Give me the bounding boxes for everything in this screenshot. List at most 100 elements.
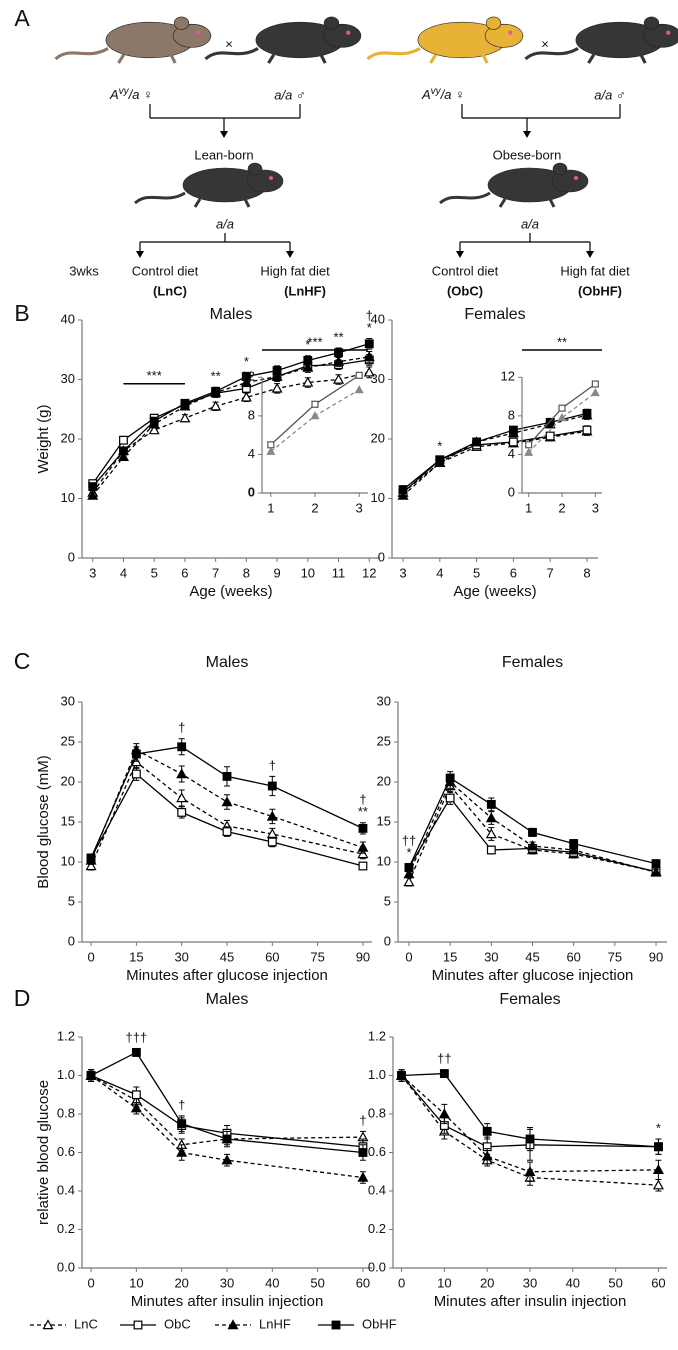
mouse-icon xyxy=(204,16,362,64)
marker xyxy=(85,860,97,871)
series-line xyxy=(90,749,364,861)
mouse-legs xyxy=(193,198,251,208)
significance-label: *** xyxy=(307,334,322,349)
x-tick-label: 30 xyxy=(220,1275,234,1290)
chart-title: Males xyxy=(206,654,249,671)
mouse-eye xyxy=(346,30,351,35)
y-tick-label: 1.2 xyxy=(57,1028,75,1043)
significance-label: † xyxy=(178,1097,185,1112)
x-tick-label: 6 xyxy=(181,565,188,580)
x-tick-label: 3 xyxy=(399,565,406,580)
x-tick-label: 3 xyxy=(89,565,96,580)
marker xyxy=(364,339,374,349)
marker xyxy=(177,742,187,752)
x-tick-label: 30 xyxy=(174,949,188,964)
x-axis-label: Minutes after glucose injection xyxy=(432,967,634,984)
marker xyxy=(397,489,409,500)
x-tick-label: 60 xyxy=(265,949,279,964)
significance-label: * xyxy=(437,438,442,453)
y-tick-label: 1.0 xyxy=(368,1067,386,1082)
panel-label: A xyxy=(14,5,30,31)
marker xyxy=(558,404,566,412)
legend-label: LnC xyxy=(74,1316,98,1331)
significance-label: † xyxy=(359,792,366,807)
x-tick-label: 0 xyxy=(87,1275,94,1290)
y-tick-label: 20 xyxy=(61,773,75,788)
marker xyxy=(486,845,496,855)
series-line xyxy=(92,343,370,488)
series-line xyxy=(528,392,596,453)
series-line xyxy=(270,389,360,453)
mouse-legs xyxy=(498,198,556,208)
marker xyxy=(272,366,282,376)
offspring-genotype: a/a xyxy=(521,216,539,231)
marker xyxy=(445,773,455,783)
marker xyxy=(302,376,314,387)
marker xyxy=(302,361,314,372)
offspring-genotype: a/a xyxy=(216,216,234,231)
significance-label: * xyxy=(406,845,411,860)
marker xyxy=(176,768,188,779)
marker xyxy=(267,837,277,847)
marker xyxy=(652,1179,664,1190)
x-tick-label: 11 xyxy=(332,565,346,580)
series-line xyxy=(408,784,657,883)
marker xyxy=(148,424,160,435)
marker xyxy=(582,425,592,435)
diet-code: (ObHF) xyxy=(578,283,622,298)
marker xyxy=(222,1134,232,1144)
x-tick-label: 40 xyxy=(566,1275,580,1290)
x-tick-label: 20 xyxy=(174,1275,188,1290)
marker xyxy=(266,446,276,455)
series-line xyxy=(402,412,588,491)
y-tick-label: 0.4 xyxy=(368,1182,386,1197)
y-tick-label: 0 xyxy=(384,933,391,948)
arrow-head xyxy=(456,251,464,258)
marker xyxy=(221,1154,233,1165)
y-tick-label: 0.4 xyxy=(57,1182,75,1197)
x-tick-label: 0 xyxy=(87,949,94,964)
marker xyxy=(211,386,221,396)
age-label: 3wks xyxy=(69,263,99,278)
genotype-part: A xyxy=(421,87,431,102)
y-tick-label: 10 xyxy=(61,490,75,505)
x-tick-label: 30 xyxy=(484,949,498,964)
y-tick-label: 30 xyxy=(377,693,391,708)
offspring-label: Obese-born xyxy=(493,147,562,162)
y-tick-label: 1.0 xyxy=(57,1067,75,1082)
x-tick-label: 8 xyxy=(583,565,590,580)
marker xyxy=(86,1071,96,1080)
marker xyxy=(241,372,251,381)
y-tick-label: 0.2 xyxy=(368,1221,386,1236)
mouse-head xyxy=(322,23,362,48)
marker xyxy=(227,1319,239,1330)
mouse-head xyxy=(551,169,589,193)
diet-name: Control diet xyxy=(432,263,499,278)
marker xyxy=(221,796,233,807)
diet-name: High fat diet xyxy=(260,263,330,278)
mouse-icon xyxy=(366,16,524,64)
y-tick-label: 25 xyxy=(377,733,391,748)
marker xyxy=(311,400,319,408)
chart-title: Males xyxy=(210,306,253,323)
y-tick-label: 20 xyxy=(61,430,75,445)
x-tick-label: 40 xyxy=(265,1275,279,1290)
significance-label: ** xyxy=(557,334,567,349)
female-genotype: Avy/a ♀ xyxy=(109,86,153,103)
series-line xyxy=(408,780,657,875)
x-tick-label: 6 xyxy=(510,565,517,580)
marker xyxy=(545,417,555,427)
y-tick-label: 15 xyxy=(61,813,75,828)
marker xyxy=(180,398,190,408)
y-tick-label: 4 xyxy=(248,446,255,461)
marker xyxy=(524,447,534,456)
mouse-ear xyxy=(643,16,660,30)
chart-title: Females xyxy=(464,306,525,323)
mouse-ear xyxy=(485,16,502,30)
marker xyxy=(557,413,567,422)
genotype-part: /a ♀ xyxy=(440,87,465,102)
marker xyxy=(222,827,232,837)
diet-code: (ObC) xyxy=(447,283,483,298)
x-tick-label: 7 xyxy=(212,565,219,580)
marker xyxy=(177,1119,187,1129)
